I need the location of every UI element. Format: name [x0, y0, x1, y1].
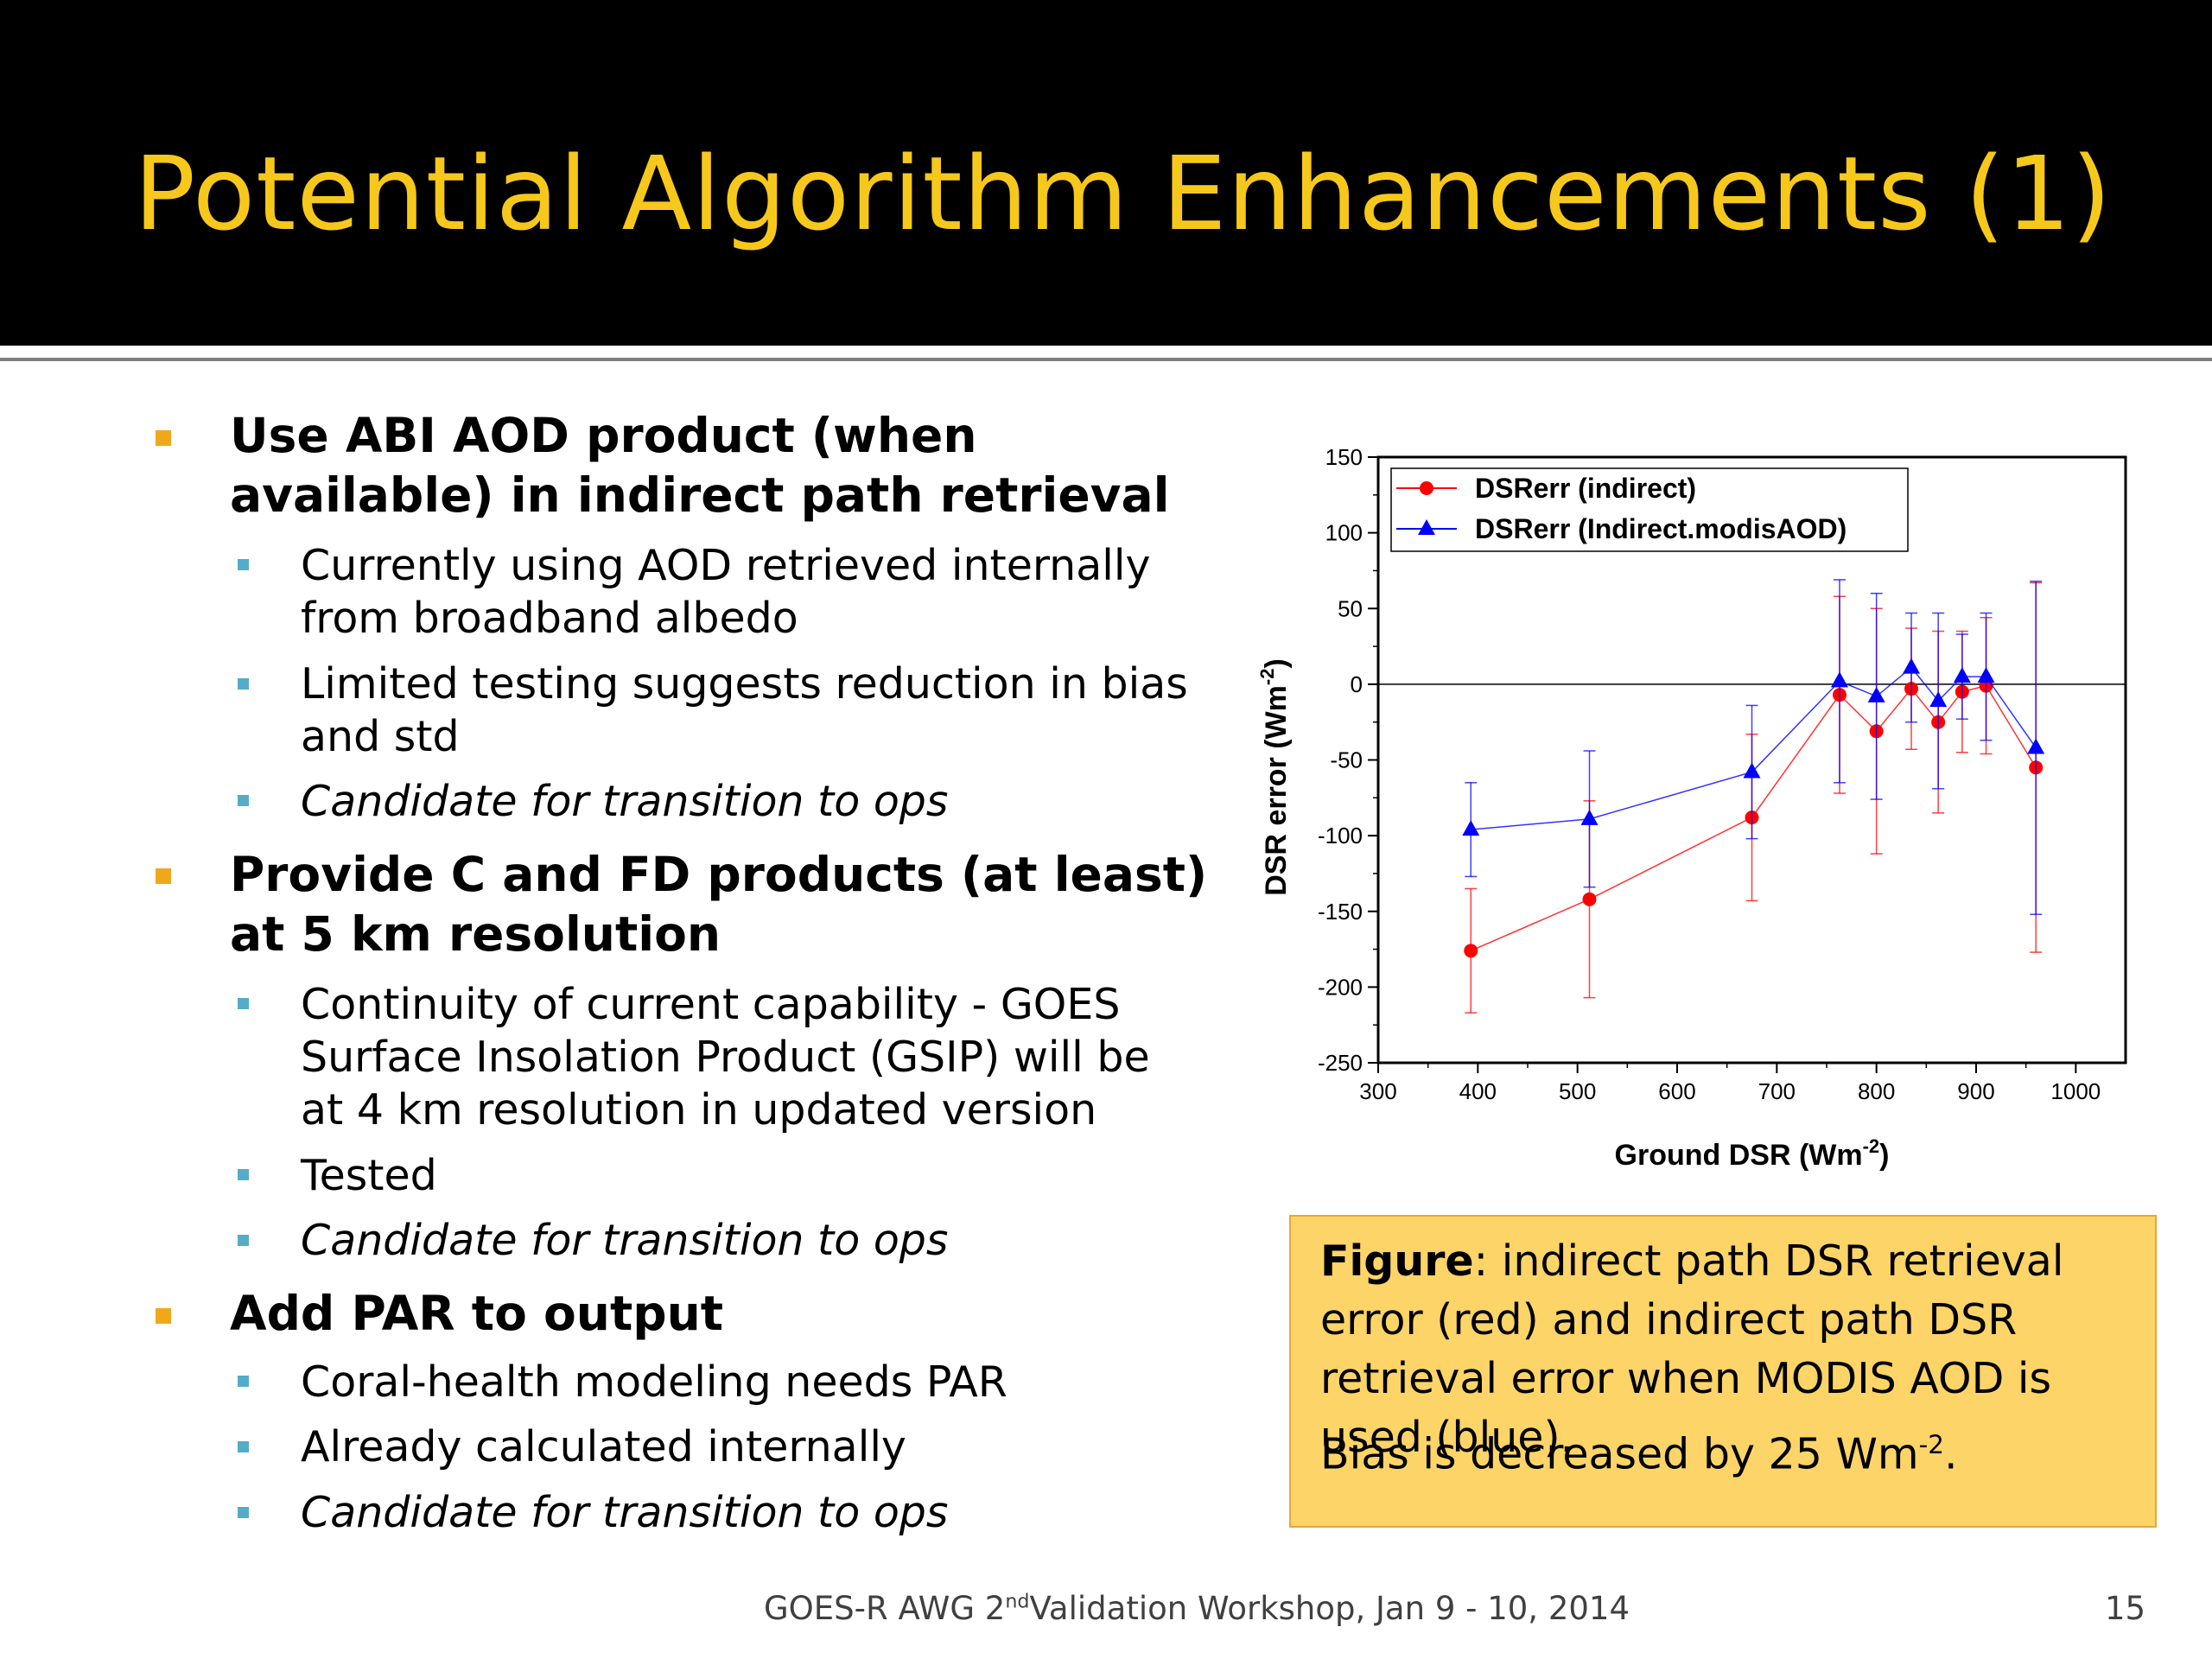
data-point-triangle [1418, 519, 1435, 535]
legend-label: DSRerr (indirect) [1475, 473, 1696, 504]
bullet-marker [156, 1308, 171, 1324]
series-indirect [1464, 582, 2044, 1014]
x-tick-label: 700 [1758, 1078, 1796, 1104]
sub-bullet-text: Continuity of current capability - GOES … [301, 980, 1150, 1135]
sub-bullet-text: Coral-health modeling needs PAR [301, 1357, 1007, 1407]
sub-bullet-text: Tested [301, 1151, 437, 1200]
sub-bullet-text: Limited testing suggests reduction in bi… [301, 659, 1188, 761]
bullet-heading: Use ABI AOD product (when available) in … [230, 408, 1170, 523]
sub-bullet-text: Already calculated internally [301, 1422, 906, 1471]
title-divider-gray [0, 358, 2212, 361]
caption-bias-text: Bias is decreased by 25 Wm [1320, 1429, 1919, 1479]
sub-bullet-marker [238, 1507, 249, 1518]
data-point-triangle [1953, 667, 1971, 683]
y-tick-label: -50 [1330, 747, 1363, 773]
x-axis-label: Ground DSR (Wm-2) [1615, 1135, 1890, 1172]
page-number: 15 [2105, 1590, 2146, 1627]
caption-bias-suffix: . [1943, 1429, 1958, 1479]
data-point-triangle [1580, 809, 1599, 825]
series-indirect-modisaod [1462, 579, 2045, 916]
slide-title: Potential Algorithm Enhancements (1) [134, 134, 2113, 253]
data-point-circle [1464, 944, 1478, 958]
chart-legend: DSRerr (indirect) DSRerr (Indirect.modisA… [1390, 467, 1909, 552]
y-axis-label: DSR error (Wm-2) [1256, 658, 1293, 896]
data-point-triangle [1830, 671, 1848, 688]
y-tick-label: 0 [1351, 671, 1363, 697]
footer-sup: nd [1005, 1590, 1030, 1613]
x-tick-label: 500 [1559, 1078, 1596, 1104]
sub-bullet-marker [238, 1441, 249, 1452]
series-line [1470, 684, 2037, 952]
bullet-heading: Add PAR to output [230, 1286, 724, 1341]
slide-footer: GOES-R AWG 2ndValidation Workshop, Jan 9… [764, 1590, 1630, 1627]
x-tick-label: 800 [1858, 1078, 1895, 1104]
bullet-marker [156, 430, 171, 446]
data-point-triangle [1903, 658, 1921, 674]
sub-bullet-marker [238, 795, 249, 806]
data-point-triangle [1867, 686, 1885, 702]
caption-bias: Bias is decreased by 25 Wm-2. [1320, 1415, 2141, 1484]
x-axis-label-suffix: ) [1879, 1139, 1889, 1172]
sub-bullet-marker [238, 1235, 249, 1246]
sub-bullet-text: Candidate for transition to ops [301, 1488, 949, 1537]
x-axis-label-sup: -2 [1863, 1135, 1880, 1157]
bullet-heading: Provide C and FD products (at least) at … [230, 847, 1208, 962]
title-divider-white [0, 346, 2212, 358]
sub-bullet-marker [238, 998, 249, 1009]
y-tick-label: -250 [1318, 1050, 1363, 1076]
y-tick-label: 100 [1325, 520, 1363, 546]
y-axis-label-sup: -2 [1256, 669, 1278, 686]
x-tick-label: 300 [1359, 1078, 1396, 1104]
y-axis-label-suffix: ) [1260, 658, 1293, 668]
series-line [1471, 666, 2037, 830]
figure-caption-box: Figure: indirect path DSR retrieval erro… [1289, 1215, 2157, 1528]
legend-box [1390, 467, 1909, 552]
y-tick-label: -200 [1318, 974, 1363, 1000]
data-point-triangle [1977, 667, 1995, 683]
caption-body: : indirect path DSR retrieval error (red… [1320, 1236, 2064, 1462]
sub-bullet-marker [238, 1169, 249, 1180]
sub-bullet-marker [238, 559, 249, 570]
sub-bullet-text: Currently using AOD retrieved internally… [301, 541, 1151, 643]
x-tick-label: 400 [1459, 1078, 1497, 1104]
sub-bullet-text: Candidate for transition to ops [301, 1216, 949, 1265]
title-bar [0, 0, 2212, 346]
y-tick-label: -150 [1318, 899, 1363, 925]
data-point-triangle [2027, 738, 2045, 754]
caption-label: Figure [1320, 1236, 1474, 1286]
legend-label: DSRerr (Indirect.modisAOD) [1475, 513, 1847, 544]
bullet-marker [156, 868, 171, 884]
footer-suffix: Validation Workshop, Jan 9 - 10, 2014 [1029, 1590, 1630, 1627]
sub-bullet-marker [238, 1376, 249, 1387]
y-tick-label: 50 [1338, 595, 1363, 621]
sub-bullet-text: Candidate for transition to ops [301, 777, 949, 826]
data-point-triangle [1743, 762, 1761, 779]
data-point-triangle [1462, 820, 1480, 836]
caption-bias-sup: -2 [1918, 1430, 1944, 1459]
x-tick-label: 900 [1957, 1078, 1994, 1104]
footer-prefix: GOES-R AWG 2 [764, 1590, 1006, 1627]
y-tick-label: 150 [1325, 444, 1363, 470]
caption-text: Figure: indirect path DSR retrieval erro… [1320, 1232, 2141, 1467]
sub-bullet-marker [238, 678, 249, 690]
data-point-triangle [1929, 691, 1948, 708]
x-tick-label: 1000 [2050, 1078, 2101, 1104]
data-point-circle [1582, 892, 1597, 906]
x-tick-label: 600 [1658, 1078, 1695, 1104]
data-point-circle [1420, 481, 1433, 495]
y-tick-label: -100 [1318, 823, 1363, 849]
